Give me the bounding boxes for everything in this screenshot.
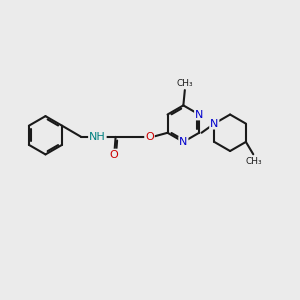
Text: O: O — [110, 150, 118, 160]
Text: CH₃: CH₃ — [245, 157, 262, 166]
Text: N: N — [195, 110, 203, 119]
Text: NH: NH — [89, 132, 106, 142]
Text: N: N — [210, 118, 218, 129]
Text: O: O — [145, 132, 154, 142]
Text: CH₃: CH₃ — [176, 79, 193, 88]
Text: N: N — [179, 137, 188, 147]
